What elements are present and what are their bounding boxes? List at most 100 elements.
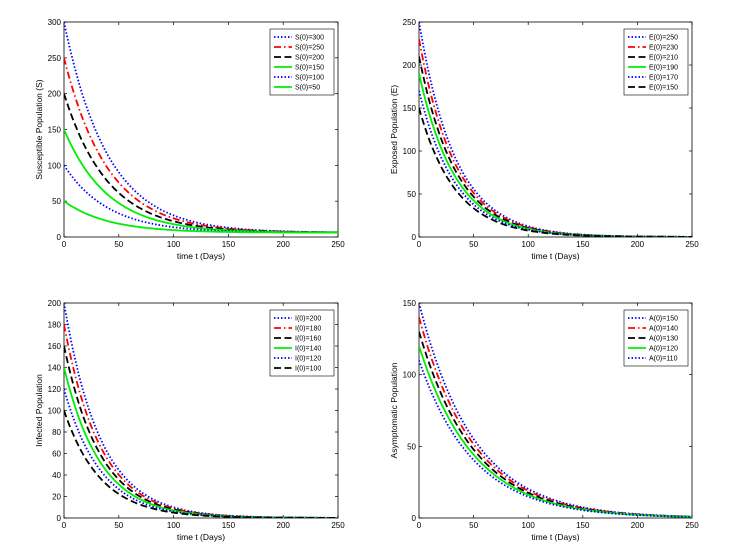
legend-label: I(0)=120 [295, 356, 321, 363]
legend-label: E(0)=150 [649, 85, 678, 92]
legend: S(0)=300 S(0)=250 S(0)=200 S(0)=150 S(0)=100… [269, 28, 335, 96]
subplot-2: 0 50 100 150 200 250 0 50 100 150 200 250 time t (Da… [389, 18, 699, 261]
legend-label: I(0)=180 [295, 326, 321, 333]
y-tick-label: 200 [403, 61, 417, 70]
x-tick-label: 150 [222, 240, 236, 249]
x-axis-label: time t (Days) [531, 532, 579, 542]
y-tick-label: 250 [48, 54, 62, 63]
x-tick-label: 150 [576, 521, 590, 530]
y-tick-label: 120 [48, 385, 62, 394]
legend: A(0)=150 A(0)=140 A(0)=130 A(0)=120 A(0)=110 [623, 309, 689, 367]
legend-label: I(0)=140 [295, 346, 321, 353]
legend-label: E(0)=230 [649, 45, 678, 52]
y-tick-label: 80 [52, 428, 61, 437]
y-tick-label: 250 [403, 18, 417, 27]
y-tick-label: 160 [48, 342, 62, 351]
legend-label: S(0)=100 [295, 75, 324, 82]
x-tick-label: 100 [522, 240, 536, 249]
x-tick-label: 0 [62, 240, 67, 249]
legend: E(0)=250 E(0)=230 E(0)=210 E(0)=190 E(0)=170… [623, 28, 689, 96]
y-tick-label: 50 [407, 190, 416, 199]
legend-label: A(0)=150 [649, 316, 678, 323]
y-tick-label: 0 [412, 514, 417, 523]
y-tick-label: 50 [52, 197, 61, 206]
series-line-2 [419, 317, 692, 518]
y-tick-label: 20 [52, 493, 61, 502]
legend-label: S(0)=50 [295, 85, 320, 92]
x-tick-label: 250 [331, 521, 345, 530]
legend-label: A(0)=140 [649, 326, 678, 333]
subplot-3: 0 50 100 150 200 250 0 20 40 60 80 100 120 140 160 180 2… [34, 299, 345, 542]
legend-label: E(0)=170 [649, 75, 678, 82]
legend-label: E(0)=190 [649, 65, 678, 72]
x-tick-label: 250 [685, 521, 699, 530]
y-tick-label: 100 [403, 371, 417, 380]
x-tick-label: 0 [62, 521, 67, 530]
x-tick-label: 50 [114, 240, 123, 249]
x-tick-label: 50 [469, 521, 478, 530]
legend-label: E(0)=250 [649, 35, 678, 42]
x-tick-label: 50 [114, 521, 123, 530]
series-line-1 [64, 22, 338, 234]
x-axis-label: time t (Days) [177, 251, 225, 261]
series-lines [64, 22, 338, 234]
legend-label: S(0)=150 [295, 65, 324, 72]
x-tick-label: 100 [522, 521, 536, 530]
x-tick-label: 200 [277, 240, 291, 249]
series-line-2 [64, 324, 338, 518]
legend-label: S(0)=300 [295, 35, 324, 42]
y-axis-label: Infected Population [34, 374, 44, 447]
y-tick-label: 0 [57, 233, 62, 242]
legend-label: S(0)=200 [295, 55, 324, 62]
y-tick-label: 300 [48, 18, 62, 27]
legend-label: I(0)=100 [295, 366, 321, 373]
y-axis-label: Asymptomatic Population [389, 362, 399, 458]
y-tick-label: 50 [407, 442, 416, 451]
y-tick-label: 40 [52, 471, 61, 480]
legend-box [269, 28, 335, 96]
x-axis-label: time t (Days) [531, 251, 579, 261]
y-tick-label: 150 [403, 104, 417, 113]
y-tick-label: 150 [48, 126, 62, 135]
x-tick-label: 200 [631, 240, 645, 249]
x-tick-label: 100 [167, 521, 181, 530]
legend-label: E(0)=210 [649, 55, 678, 62]
x-tick-label: 200 [631, 521, 645, 530]
legend-box [269, 309, 335, 377]
y-tick-label: 180 [48, 321, 62, 330]
x-tick-label: 250 [685, 240, 699, 249]
y-tick-label: 100 [48, 407, 62, 416]
y-tick-label: 200 [48, 299, 62, 308]
series-lines [419, 303, 692, 518]
legend-label: A(0)=110 [649, 356, 678, 363]
legend-label: S(0)=250 [295, 45, 324, 52]
series-line-6 [64, 410, 338, 518]
series-line-6 [419, 107, 692, 237]
subplot-4: 0 50 100 150 200 250 0 50 100 150 time t (Days) Asy… [389, 299, 699, 542]
x-axis-label: time t (Days) [177, 532, 225, 542]
y-tick-label: 140 [48, 364, 62, 373]
series-line-5 [419, 359, 692, 518]
subplot-1: 0 50 100 150 200 250 0 50 100 150 200 250 300 time t … [34, 18, 345, 261]
y-tick-label: 100 [48, 161, 62, 170]
y-tick-label: 200 [48, 90, 62, 99]
series-line-6 [64, 200, 338, 234]
legend-label: I(0)=160 [295, 336, 321, 343]
x-tick-label: 150 [576, 240, 590, 249]
y-tick-label: 0 [57, 514, 62, 523]
x-tick-label: 100 [167, 240, 181, 249]
y-tick-label: 60 [52, 450, 61, 459]
legend-box [623, 28, 689, 96]
y-axis-label: Exposed Population (E) [389, 85, 399, 174]
x-tick-label: 200 [277, 521, 291, 530]
y-tick-label: 100 [403, 147, 417, 156]
y-tick-label: 0 [412, 233, 417, 242]
legend: I(0)=200 I(0)=180 I(0)=160 I(0)=140 I(0)=120… [269, 309, 335, 377]
x-tick-label: 250 [331, 240, 345, 249]
legend-label: I(0)=200 [295, 316, 321, 323]
series-lines [64, 303, 338, 518]
y-axis-label: Susceptible Population (S) [34, 79, 44, 179]
legend-label: A(0)=120 [649, 346, 678, 353]
x-tick-label: 0 [417, 240, 422, 249]
